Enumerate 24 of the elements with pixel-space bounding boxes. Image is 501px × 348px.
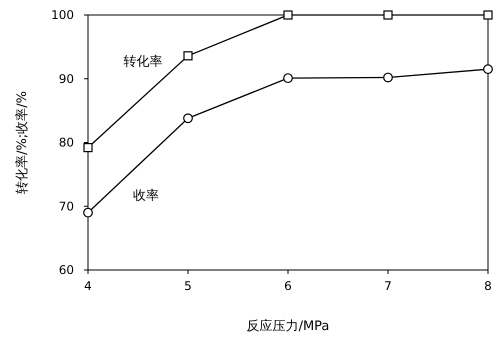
point [383, 72, 393, 82]
y-tick-label: 90 [58, 72, 74, 86]
point [183, 51, 193, 60]
y-tick-label: 70 [58, 199, 74, 214]
x-tick-label: 4 [84, 279, 92, 293]
y-tick-label: 100 [51, 8, 74, 22]
point [83, 143, 93, 152]
y-axis-title: 转化率/%;收率/% [14, 91, 30, 194]
y-tick-label: 60 [58, 263, 74, 277]
x-tick-label: 7 [384, 279, 392, 293]
series-label: 转化率 [124, 54, 162, 70]
x-axis-title: 反应压力/MPa [246, 318, 330, 334]
point [283, 10, 293, 20]
x-tick-label: 8 [484, 279, 492, 293]
y-tick-label: 80 [58, 136, 74, 150]
point [483, 64, 493, 74]
point [183, 113, 193, 124]
point [483, 10, 493, 20]
x-tick-label: 6 [284, 279, 292, 293]
point [383, 10, 393, 20]
point [283, 73, 293, 84]
x-tick-label: 5 [184, 279, 192, 293]
series-label: 收率 [133, 187, 159, 204]
point [83, 208, 93, 218]
